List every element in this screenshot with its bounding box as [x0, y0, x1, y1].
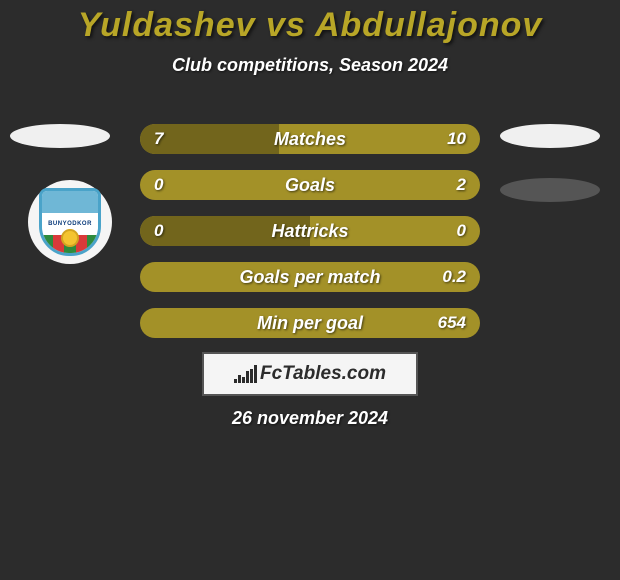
- stat-value-right: 2: [457, 170, 466, 200]
- stat-label: Min per goal: [140, 308, 480, 338]
- stat-value-left: 7: [154, 124, 163, 154]
- club-shield: BUNYODKOR: [39, 188, 101, 256]
- stat-row: Goals per match0.2: [140, 262, 480, 292]
- club-shield-sun-icon: [61, 229, 79, 247]
- bar-chart-icon: [234, 365, 256, 383]
- brand-box[interactable]: FcTables.com: [202, 352, 418, 396]
- stat-row: Hattricks0 0: [140, 216, 480, 246]
- club-name-text: BUNYODKOR: [48, 221, 92, 227]
- brand-bar: [238, 375, 241, 383]
- comparison-title: Yuldashev vs Abdullajonov: [0, 0, 620, 45]
- stat-row: Goals0 2: [140, 170, 480, 200]
- stat-value-right: 0: [457, 216, 466, 246]
- comparison-subtitle: Club competitions, Season 2024: [0, 55, 620, 76]
- player-right-oval: [500, 124, 600, 148]
- stat-value-right: 10: [447, 124, 466, 154]
- stat-row: Min per goal654: [140, 308, 480, 338]
- brand-bar: [250, 369, 253, 383]
- club-stripe: [42, 235, 53, 253]
- club-stripe: [87, 235, 98, 253]
- stat-label: Hattricks: [140, 216, 480, 246]
- stat-label: Goals: [140, 170, 480, 200]
- club-badge: BUNYODKOR: [28, 180, 112, 264]
- stat-row: Matches7 10: [140, 124, 480, 154]
- player-left-oval: [10, 124, 110, 148]
- brand-bar: [242, 377, 245, 383]
- brand-bar: [234, 379, 237, 383]
- stat-value-left: 0: [154, 170, 163, 200]
- stats-container: Matches710Goals02Hattricks00Goals per ma…: [140, 124, 480, 354]
- player-right-oval: [500, 178, 600, 202]
- stat-label: Goals per match: [140, 262, 480, 292]
- footer-date: 26 november 2024: [0, 408, 620, 429]
- club-shield-sky: [42, 191, 98, 213]
- stat-value-right: 0.2: [442, 262, 466, 292]
- brand-text: FcTables.com: [260, 363, 386, 385]
- stat-value-right: 654: [438, 308, 466, 338]
- stat-label: Matches: [140, 124, 480, 154]
- stat-value-left: 0: [154, 216, 163, 246]
- brand-bar: [254, 365, 257, 383]
- brand-bar: [246, 371, 249, 383]
